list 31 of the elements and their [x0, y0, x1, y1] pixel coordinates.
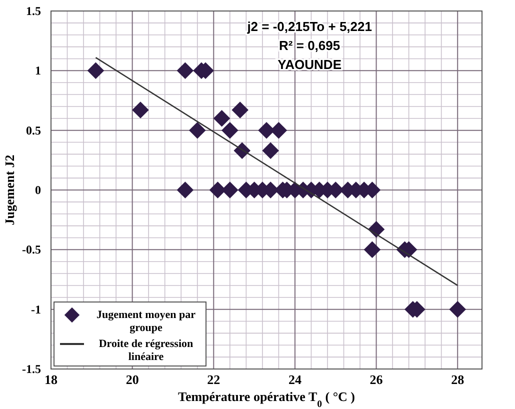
x-tick-label: 24 — [288, 372, 302, 387]
y-tick-label: 0 — [35, 183, 41, 197]
point — [364, 241, 381, 258]
x-tick-label: 28 — [451, 372, 465, 387]
point — [188, 122, 206, 139]
legend-label: Jugement moyen par groupe — [96, 309, 196, 334]
legend-label: Droite de régression linéaire — [98, 338, 194, 363]
point — [222, 122, 238, 139]
point — [258, 122, 275, 139]
point — [132, 102, 149, 118]
x-tick-label: 22 — [207, 372, 220, 387]
point — [222, 182, 238, 198]
point — [262, 142, 279, 160]
point — [449, 300, 466, 318]
annotation: R² = 0,695 — [279, 38, 340, 53]
point — [213, 110, 230, 127]
y-axis-title: Jugement J2 — [2, 154, 17, 226]
y-tick-label: 1 — [35, 64, 41, 78]
x-tick-label: 20 — [126, 372, 139, 387]
y-tick-label: -0.5 — [22, 242, 41, 257]
point — [176, 62, 194, 80]
point — [176, 182, 194, 198]
x-tick-label: 26 — [370, 372, 384, 387]
y-tick-label: 1.5 — [26, 4, 41, 18]
x-tick-label: 18 — [44, 372, 58, 387]
point — [232, 102, 248, 118]
y-tick-label: -1 — [31, 302, 41, 316]
y-tick-label: 0.5 — [26, 123, 41, 138]
x-axis-title: Température opérative T$_{0}$ ( °C ) — [178, 389, 356, 409]
y-tick-label: -1.5 — [22, 362, 41, 376]
point — [87, 62, 104, 80]
